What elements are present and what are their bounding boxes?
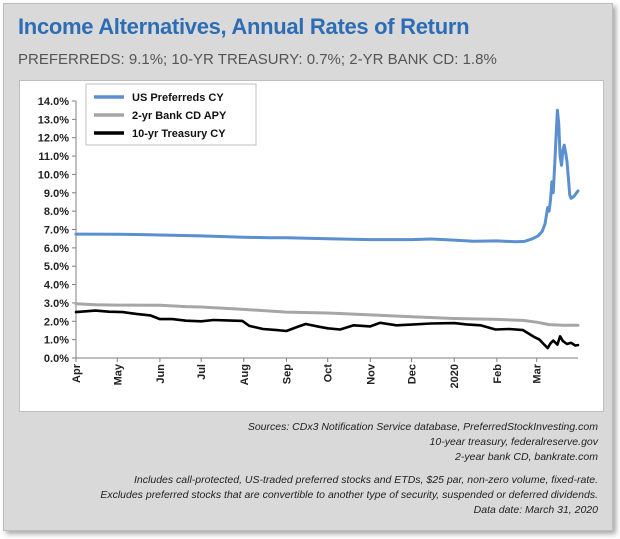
- y-tick-label: 12.0%: [38, 133, 69, 145]
- chart-frame: Income Alternatives, Annual Rates of Ret…: [3, 3, 613, 531]
- legend-treasury-label: 10-yr Treasury CY: [132, 128, 226, 140]
- y-tick-label: 13.0%: [38, 114, 69, 126]
- series-us-preferreds-line: [74, 108, 580, 244]
- x-tick-label: Apr: [71, 363, 83, 383]
- source-line-treasury: 10-year treasury, federalreserve.gov: [429, 436, 598, 448]
- y-tick-label: 9.0%: [44, 188, 69, 200]
- chart-subtitle: PREFERREDS: 9.1%; 10-YR TREASURY: 0.7%; …: [18, 51, 497, 68]
- criteria-excludes: Excludes preferred stocks that are conve…: [100, 489, 598, 501]
- x-tick-label: Nov: [365, 363, 377, 385]
- y-tick-label: 1.0%: [44, 335, 69, 347]
- x-tick-label: Sep: [281, 364, 293, 384]
- page-title: Income Alternatives, Annual Rates of Ret…: [18, 14, 470, 39]
- y-tick-label: 5.0%: [44, 261, 69, 273]
- source-line-bank-cd: 2-year bank CD, bankrate.com: [455, 451, 598, 463]
- series-treasury-line: [74, 309, 580, 350]
- y-tick-label: 11.0%: [38, 151, 69, 163]
- y-tick-label: 8.0%: [44, 206, 69, 218]
- y-tick-label: 0.0%: [44, 353, 69, 365]
- series-bank-cd-line: [74, 302, 580, 327]
- x-tick-label: Jun: [155, 364, 167, 384]
- criteria-includes: Includes call-protected, US-traded prefe…: [134, 474, 598, 486]
- x-tick-label: Aug: [239, 364, 251, 385]
- y-tick-label: 14.0%: [38, 96, 69, 108]
- x-tick-label: Feb: [492, 364, 504, 384]
- x-tick-label: 2020: [449, 364, 461, 388]
- x-tick-label: Jul: [196, 364, 208, 380]
- y-tick-label: 2.0%: [44, 316, 69, 328]
- x-tick-label: May: [112, 363, 124, 385]
- line-chart: 0.0% 1.0% 2.0% 3.0% 4.0% 5.0% 6.0% 7.0% 8.0% 9.0%…: [38, 83, 580, 388]
- legend-bank-cd-label: 2-yr Bank CD APY: [132, 110, 227, 122]
- data-date: Data date: March 31, 2020: [473, 504, 598, 516]
- y-tick-label: 7.0%: [44, 225, 69, 237]
- y-tick-label: 4.0%: [44, 280, 69, 292]
- chart-notes: Sources: CDx3 Notification Service datab…: [18, 420, 598, 518]
- legend-us-preferreds-label: US Preferreds CY: [132, 92, 224, 104]
- y-tick-label: 6.0%: [44, 243, 69, 255]
- x-tick-label: Mar: [532, 363, 544, 383]
- y-tick-label: 3.0%: [44, 298, 69, 310]
- source-line-database: Sources: CDx3 Notification Service datab…: [247, 421, 598, 433]
- plot-area: 0.0% 1.0% 2.0% 3.0% 4.0% 5.0% 6.0% 7.0% 8.0% 9.0%…: [19, 80, 604, 412]
- x-tick-label: Oct: [323, 364, 335, 383]
- x-tick-label: Dec: [407, 364, 419, 384]
- y-tick-label: 10.0%: [38, 169, 69, 181]
